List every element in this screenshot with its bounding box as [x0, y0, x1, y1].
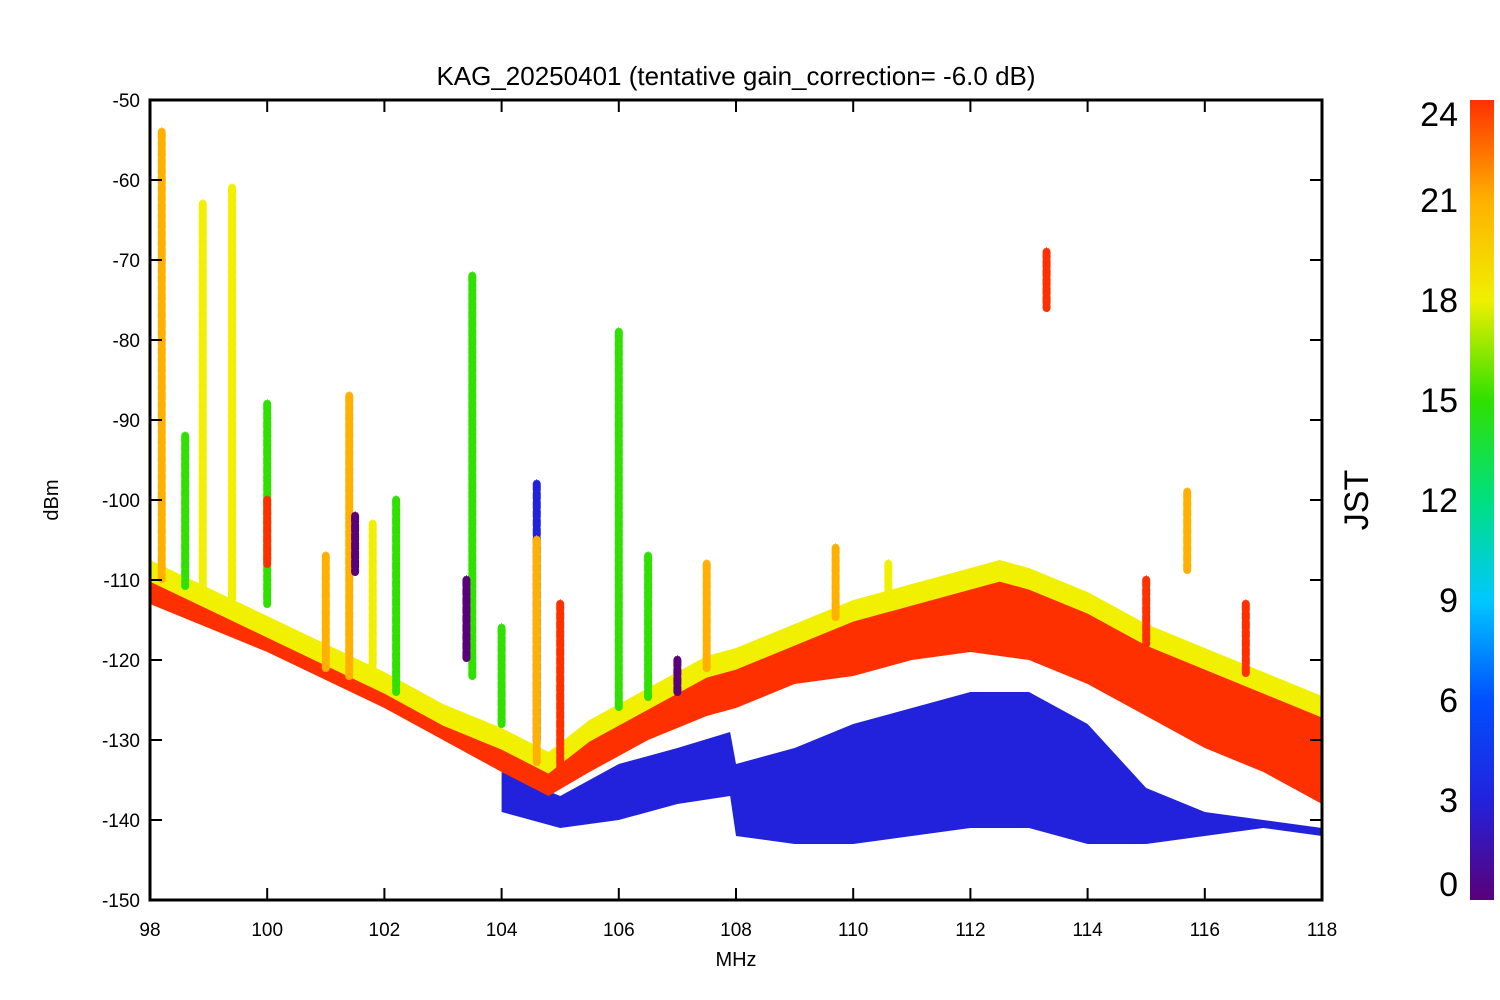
colorbar-tick-label: 24: [1420, 96, 1458, 134]
y-tick-label: -110: [103, 571, 140, 592]
station-peak-marker: *: [1143, 573, 1149, 587]
y-axis: -50 -60 -70 -80 -90 -100 -110 -120 -130 -140 -150: [102, 91, 1322, 912]
station-marker: *: [368, 517, 377, 688]
x-tick-label: 104: [486, 920, 518, 941]
station-marker: *: [228, 181, 237, 608]
station-marker: *: [614, 325, 623, 712]
station-peak-marker: *: [346, 389, 352, 403]
station-marker: *: [181, 429, 190, 592]
station-peak-marker: *: [499, 621, 505, 635]
station-peak-marker: *: [1243, 597, 1249, 611]
station-marker: *: [198, 197, 207, 600]
colorbar-tick-label: 0: [1439, 866, 1458, 904]
colorbar-tick-label: 18: [1420, 282, 1458, 320]
station-peak-marker: *: [534, 533, 540, 547]
x-tick-label: 106: [603, 920, 635, 941]
station-peak-marker: *: [200, 197, 206, 211]
station-marker: *: [673, 653, 682, 696]
colorbar-tick-label: 6: [1439, 682, 1458, 720]
station-peak-marker: *: [704, 557, 710, 571]
colorbar: [1470, 100, 1494, 900]
y-tick-label: -80: [113, 331, 140, 352]
station-peak-marker: *: [159, 125, 165, 139]
station-peak-marker: *: [1044, 245, 1050, 259]
x-tick-label: 98: [139, 920, 160, 941]
station-peak-marker: *: [182, 429, 188, 443]
day-band-fringe: [150, 560, 1322, 774]
y-tick-label: -130: [102, 731, 140, 752]
station-marker: *: [1142, 573, 1151, 648]
station-peak-marker: *: [229, 181, 235, 195]
station-peak-marker: *: [1184, 485, 1190, 499]
station-peak-marker: *: [264, 493, 270, 507]
station-peak-marker: *: [469, 269, 475, 283]
station-peak-marker: *: [645, 549, 651, 563]
station-peak-marker: *: [393, 493, 399, 507]
station-marker: *: [884, 557, 893, 608]
x-axis-title: MHz: [715, 949, 756, 971]
y-tick-label: -90: [113, 411, 140, 432]
station-marker: *: [263, 493, 272, 568]
x-tick-label: 100: [251, 920, 283, 941]
y-tick-label: -100: [102, 491, 140, 512]
y-tick-label: -150: [102, 891, 140, 912]
colorbar-tick-label: 21: [1420, 182, 1458, 220]
colorbar-tick-label: 15: [1420, 382, 1458, 420]
station-marker: *: [831, 541, 840, 624]
station-marker: *: [556, 597, 565, 776]
x-tick-label: 116: [1190, 920, 1220, 941]
colorbar-ticks: 24 21 18 15 12 9 6 3 0: [1420, 96, 1458, 904]
station-peak-marker: *: [833, 541, 839, 555]
station-marker: *: [392, 493, 401, 696]
station-marker: *: [468, 269, 477, 680]
x-tick-label: 108: [720, 920, 752, 941]
y-axis-title: dBm: [41, 479, 63, 520]
chart-title: KAG_20250401 (tentative gain_correction=…: [436, 61, 1035, 91]
station-peak-marker: *: [323, 549, 329, 563]
y-tick-label: -50: [113, 91, 140, 112]
x-tick-label: 110: [838, 920, 868, 941]
station-peak-marker: *: [352, 509, 358, 523]
station-marker: *: [351, 509, 360, 576]
station-marker: *: [497, 621, 506, 728]
plot-area: * * * * * * * * * * * * * * * * * * * * * * * * * * *: [150, 125, 1322, 844]
station-peak-marker: *: [557, 597, 563, 611]
station-peak-marker: *: [674, 653, 680, 667]
colorbar-tick-label: 12: [1420, 482, 1458, 520]
y-tick-label: -60: [113, 171, 140, 192]
colorbar-label: JST: [1338, 470, 1376, 530]
station-peak-marker: *: [370, 517, 376, 531]
x-tick-label: 118: [1307, 920, 1337, 941]
station-marker: *: [532, 533, 541, 768]
station-peak-marker: *: [534, 477, 540, 491]
y-tick-label: -70: [113, 251, 140, 272]
station-marker: *: [702, 557, 711, 672]
night-noise-band: [501, 692, 1322, 844]
day-noise-band: [150, 572, 1322, 804]
station-marker: *: [1241, 597, 1250, 680]
station-peak-marker: *: [616, 325, 622, 339]
y-tick-label: -120: [102, 651, 140, 672]
station-marker: *: [321, 549, 330, 672]
station-peak-marker: *: [885, 557, 891, 571]
colorbar-tick-label: 3: [1439, 782, 1458, 820]
station-marker: *: [1042, 245, 1051, 312]
station-marker: *: [1183, 485, 1192, 576]
station-marker: *: [644, 549, 653, 704]
x-tick-label: 112: [955, 920, 985, 941]
colorbar-tick-label: 9: [1439, 582, 1458, 620]
x-tick-label: 102: [369, 920, 401, 941]
y-tick-label: -140: [102, 811, 140, 832]
x-tick-label: 114: [1072, 920, 1103, 941]
station-marker: *: [345, 389, 354, 680]
x-axis: 98 100 102 104 106 108 110 112 114 116 118: [139, 100, 1337, 941]
station-peak-marker: *: [264, 397, 270, 411]
station-marker: *: [157, 125, 166, 584]
station-marker: *: [462, 573, 471, 664]
station-peak-marker: *: [463, 573, 469, 587]
